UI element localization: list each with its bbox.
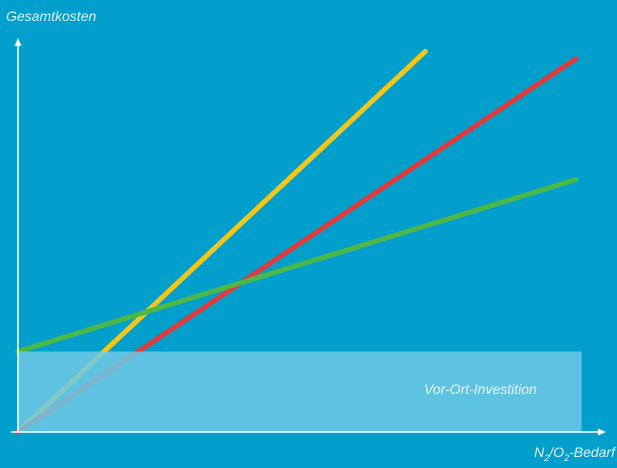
y-axis-label: Gesamtkosten bbox=[6, 8, 97, 24]
investment-band bbox=[18, 351, 582, 432]
x-axis-label: N2/O2-Bedarf bbox=[534, 444, 615, 463]
series-line-3 bbox=[15, 177, 579, 354]
y-axis-arrow bbox=[14, 38, 22, 46]
x-axis-arrow bbox=[598, 428, 606, 436]
band-label: Vor-Ort-Investition bbox=[424, 381, 537, 397]
